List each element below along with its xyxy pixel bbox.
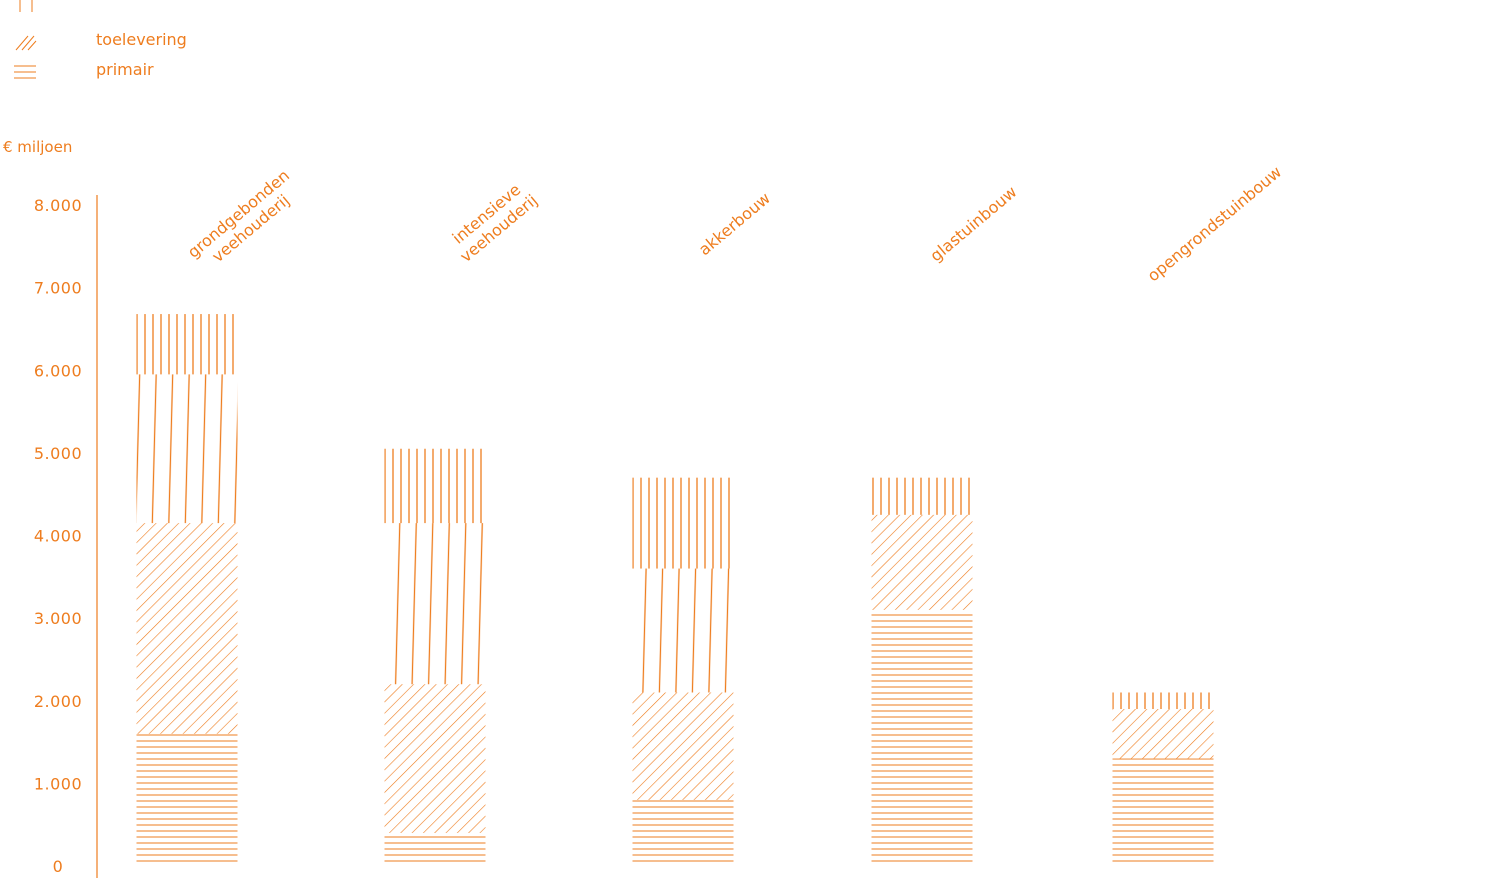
bar-segment [632,799,734,866]
legend-item-toelevering [14,32,38,52]
y-tick-label: 6.000 [34,361,82,380]
bar-segment [136,733,238,866]
legend-item-primair [14,62,38,82]
bar-segment [384,523,486,685]
category-label-line: akkerbouw [695,188,774,259]
y-tick-label: 0 [53,857,64,876]
category-label: opengrondstuinbouw [1144,162,1286,285]
bar-segment [871,609,973,866]
bar-segment [871,477,973,515]
category-label: intensieveveehouderij [444,176,541,266]
bar-segment [632,477,734,569]
bar-segment [1112,709,1214,759]
legend-item-vertical [14,0,38,14]
bar-segment [1112,692,1214,710]
diagonal-pattern-icon [15,35,37,51]
vertical-pattern-icon [19,0,33,12]
bar-stack [1112,692,1214,866]
y-tick-label: 8.000 [34,196,82,215]
bar-segment [632,568,734,693]
category-label-line: opengrondstuinbouw [1144,162,1286,285]
y-tick-label: 1.000 [34,774,82,793]
bar-segment [384,448,486,524]
y-tick-label: 7.000 [34,279,82,298]
bar-segment [136,314,238,375]
y-tick-label: 4.000 [34,527,82,546]
bar-segment [1112,758,1214,866]
y-tick-label: 3.000 [34,609,82,628]
bar-segment [136,374,238,524]
bar-stack [136,314,238,866]
category-label: glastuinbouw [926,182,1020,265]
bar-segment [871,514,973,610]
category-label: grondgebondenveehouderij [184,166,305,277]
y-tick-label: 2.000 [34,692,82,711]
bar-segment [384,832,486,866]
y-tick-label: 5.000 [34,444,82,463]
bar-stack [871,477,973,866]
bar-segment [384,684,486,833]
horizontal-pattern-icon [14,65,36,79]
bar-segment [632,692,734,800]
bar-segment [136,523,238,734]
legend-label-primair: primair [96,60,154,79]
bar-stack [632,477,734,866]
bar-stack [384,448,486,866]
y-axis-unit-label: € miljoen [3,138,73,156]
legend-label-toelevering: toelevering [96,30,187,49]
category-label-line: glastuinbouw [926,182,1020,265]
category-label: akkerbouw [695,188,774,259]
